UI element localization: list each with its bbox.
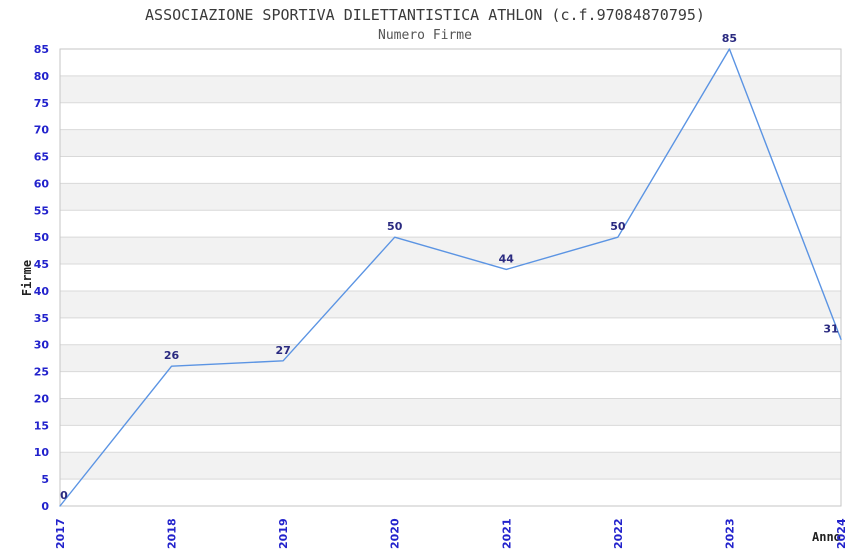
- y-tick-label: 35: [34, 312, 49, 325]
- y-tick-label: 15: [34, 419, 49, 432]
- background-band: [60, 425, 841, 453]
- background-band: [60, 371, 841, 399]
- background-band: [60, 75, 841, 103]
- y-tick-label: 40: [34, 285, 50, 298]
- y-tick-label: 50: [34, 231, 50, 244]
- background-band: [60, 102, 841, 130]
- y-tick-label: 10: [34, 446, 50, 459]
- y-tick-label: 25: [34, 366, 49, 379]
- x-tick-label: 2017: [54, 518, 67, 549]
- plot-border: [59, 48, 842, 507]
- y-tick-label: 30: [34, 339, 50, 352]
- chart-subtitle: Numero Firme: [378, 28, 472, 43]
- data-point-label: 85: [722, 32, 737, 45]
- y-tick-label: 85: [34, 43, 49, 56]
- x-tick-label: 2023: [723, 518, 736, 549]
- y-tick-label: 20: [34, 392, 50, 405]
- background-band: [60, 344, 841, 372]
- y-tick-label: 65: [34, 151, 49, 164]
- background-band: [60, 264, 841, 291]
- background-band: [60, 398, 841, 426]
- x-tick-label: 2020: [389, 518, 402, 549]
- background-band: [60, 156, 841, 184]
- series-line: [59, 48, 842, 507]
- y-tick-label: 70: [34, 124, 50, 137]
- background-band: [60, 452, 841, 480]
- x-tick-label: 2024: [835, 518, 848, 549]
- background-band: [60, 183, 841, 211]
- y-tick-label: 80: [34, 70, 50, 83]
- y-tick-label: 55: [34, 204, 49, 217]
- data-point-label: 27: [275, 344, 290, 357]
- x-tick-label: 2018: [166, 518, 179, 549]
- background-band: [60, 317, 841, 345]
- chart-title: ASSOCIAZIONE SPORTIVA DILETTANTISTICA AT…: [145, 6, 705, 24]
- background-band: [60, 290, 841, 318]
- background-band: [60, 237, 841, 265]
- y-tick-label: 0: [41, 500, 49, 513]
- y-tick-label: 5: [41, 473, 49, 486]
- x-tick-label: 2019: [277, 518, 290, 549]
- background-band: [60, 479, 841, 506]
- data-point-label: 50: [387, 220, 403, 233]
- y-tick-label: 75: [34, 97, 49, 110]
- data-point-label: 50: [610, 220, 626, 233]
- x-tick-label: 2021: [500, 518, 513, 549]
- data-point-label: 31: [823, 322, 838, 335]
- y-tick-label: 60: [34, 177, 50, 190]
- background-band: [60, 49, 841, 76]
- background-band: [60, 129, 841, 157]
- data-point-label: 0: [60, 489, 68, 502]
- background-band: [60, 210, 841, 238]
- y-tick-label: 45: [34, 258, 49, 271]
- data-point-label: 26: [164, 349, 180, 362]
- x-axis-label: Anno: [812, 530, 841, 544]
- data-point-label: 44: [499, 252, 515, 265]
- x-tick-label: 2022: [612, 518, 625, 549]
